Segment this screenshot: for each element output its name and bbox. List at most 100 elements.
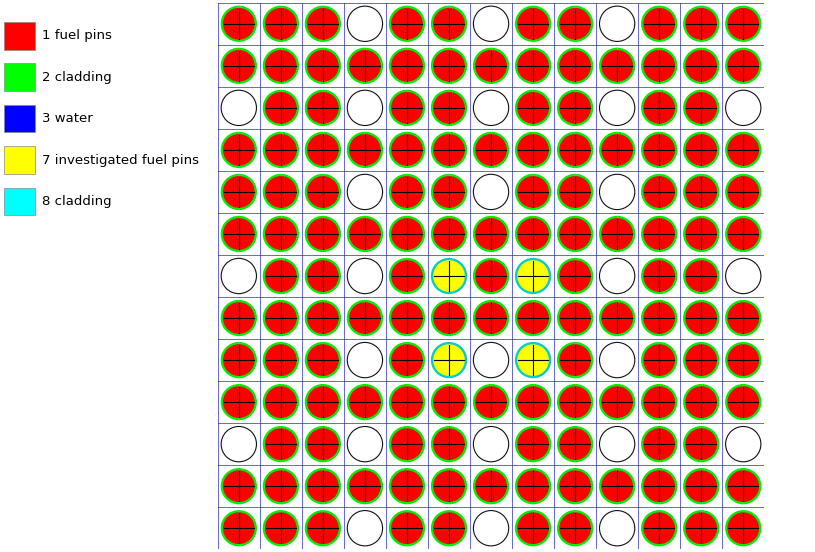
Circle shape: [266, 177, 296, 207]
Circle shape: [390, 301, 425, 336]
Circle shape: [644, 387, 674, 417]
Circle shape: [432, 6, 466, 41]
Circle shape: [392, 93, 422, 123]
Circle shape: [644, 219, 674, 249]
Circle shape: [684, 469, 719, 503]
Circle shape: [728, 135, 759, 165]
Circle shape: [728, 345, 759, 375]
Circle shape: [350, 303, 380, 333]
Circle shape: [560, 51, 590, 81]
Circle shape: [390, 343, 425, 378]
Circle shape: [557, 6, 593, 41]
Circle shape: [390, 6, 425, 41]
Circle shape: [306, 49, 341, 83]
Circle shape: [557, 91, 593, 125]
Circle shape: [390, 385, 425, 420]
Circle shape: [263, 511, 298, 546]
Circle shape: [390, 258, 425, 294]
Circle shape: [641, 511, 676, 546]
Text: 8 cladding: 8 cladding: [42, 195, 112, 208]
Circle shape: [223, 471, 254, 501]
Circle shape: [641, 132, 676, 167]
Circle shape: [560, 513, 590, 543]
Circle shape: [263, 258, 298, 294]
Circle shape: [644, 93, 674, 123]
Circle shape: [434, 135, 464, 165]
Circle shape: [474, 216, 509, 251]
Circle shape: [390, 469, 425, 503]
Circle shape: [644, 429, 674, 459]
Circle shape: [434, 429, 464, 459]
Circle shape: [728, 303, 759, 333]
Circle shape: [263, 385, 298, 420]
Circle shape: [602, 51, 632, 81]
Circle shape: [266, 471, 296, 501]
Circle shape: [432, 258, 466, 294]
Circle shape: [600, 49, 635, 83]
Text: 3 water: 3 water: [42, 112, 93, 125]
Circle shape: [726, 132, 760, 167]
Circle shape: [223, 513, 254, 543]
Circle shape: [390, 216, 425, 251]
Circle shape: [263, 91, 298, 125]
Circle shape: [686, 429, 716, 459]
Circle shape: [560, 93, 590, 123]
Circle shape: [516, 343, 550, 378]
Circle shape: [644, 471, 674, 501]
Circle shape: [557, 343, 593, 378]
Circle shape: [434, 513, 464, 543]
Circle shape: [392, 9, 422, 39]
Circle shape: [308, 513, 338, 543]
Circle shape: [308, 345, 338, 375]
Circle shape: [684, 6, 719, 41]
Circle shape: [392, 429, 422, 459]
Circle shape: [641, 385, 676, 420]
Circle shape: [518, 219, 548, 249]
Circle shape: [728, 513, 759, 543]
Circle shape: [686, 345, 716, 375]
Circle shape: [641, 91, 676, 125]
Circle shape: [686, 471, 716, 501]
Text: 2 cladding: 2 cladding: [42, 71, 112, 84]
Circle shape: [306, 385, 341, 420]
Circle shape: [347, 301, 382, 336]
Circle shape: [434, 387, 464, 417]
Circle shape: [263, 6, 298, 41]
Circle shape: [641, 258, 676, 294]
Circle shape: [392, 135, 422, 165]
Circle shape: [347, 132, 382, 167]
Circle shape: [476, 303, 506, 333]
Circle shape: [518, 51, 548, 81]
Circle shape: [434, 345, 464, 375]
Circle shape: [516, 511, 550, 546]
Circle shape: [474, 385, 509, 420]
Circle shape: [474, 469, 509, 503]
Circle shape: [684, 49, 719, 83]
Circle shape: [684, 385, 719, 420]
Circle shape: [432, 511, 466, 546]
Circle shape: [686, 219, 716, 249]
Circle shape: [306, 301, 341, 336]
Circle shape: [476, 219, 506, 249]
Circle shape: [266, 303, 296, 333]
Circle shape: [602, 219, 632, 249]
Circle shape: [434, 93, 464, 123]
Circle shape: [223, 177, 254, 207]
Circle shape: [557, 49, 593, 83]
Circle shape: [644, 303, 674, 333]
Circle shape: [600, 469, 635, 503]
Circle shape: [222, 216, 256, 251]
Circle shape: [518, 9, 548, 39]
Circle shape: [644, 345, 674, 375]
Circle shape: [223, 387, 254, 417]
Circle shape: [728, 9, 759, 39]
Circle shape: [602, 471, 632, 501]
Circle shape: [641, 301, 676, 336]
Circle shape: [516, 469, 550, 503]
Circle shape: [474, 132, 509, 167]
Circle shape: [392, 219, 422, 249]
Circle shape: [641, 469, 676, 503]
Circle shape: [222, 49, 256, 83]
Circle shape: [726, 49, 760, 83]
Circle shape: [222, 174, 256, 209]
